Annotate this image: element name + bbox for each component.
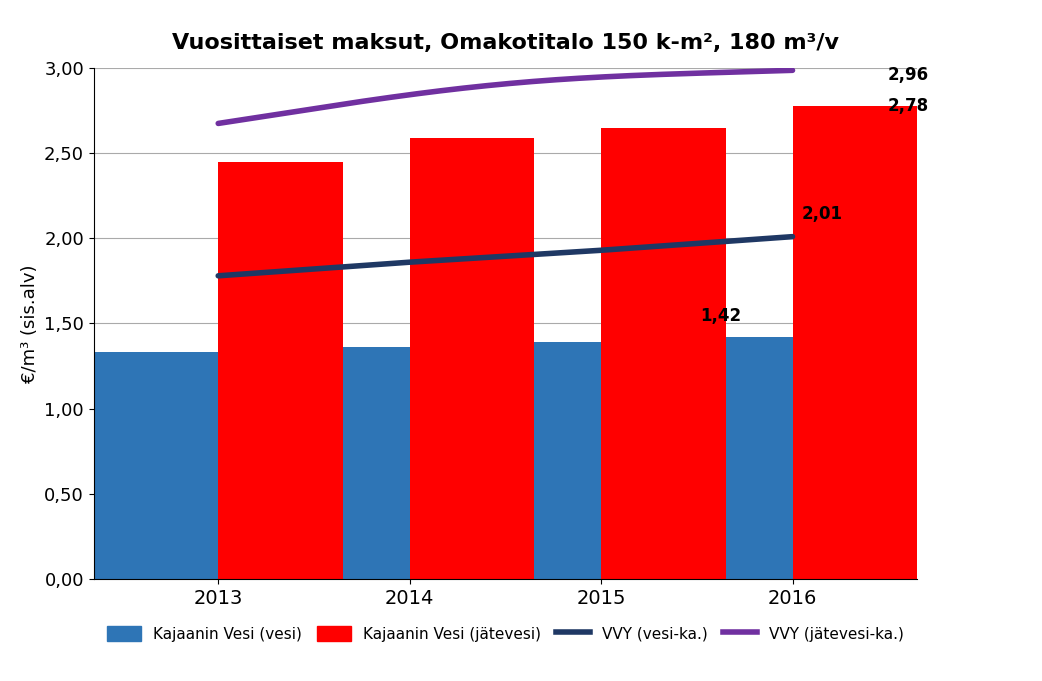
Bar — [286, 347, 410, 579]
Text: 2,78: 2,78 — [888, 97, 928, 114]
Bar — [410, 138, 535, 579]
Legend: Kajaanin Vesi (vesi), Kajaanin Vesi (jätevesi), VVY (vesi-ka.), VVY (jätevesi-ka: Kajaanin Vesi (vesi), Kajaanin Vesi (jät… — [101, 620, 910, 648]
Bar — [476, 343, 601, 579]
Bar — [668, 337, 793, 579]
Bar — [601, 128, 725, 579]
Text: 1,42: 1,42 — [700, 307, 741, 326]
Bar — [218, 162, 343, 579]
Bar — [793, 106, 917, 579]
Y-axis label: €/m³ (sis.alv): €/m³ (sis.alv) — [21, 264, 39, 383]
Title: Vuosittaiset maksut, Omakotitalo 150 k-m², 180 m³/v: Vuosittaiset maksut, Omakotitalo 150 k-m… — [172, 33, 839, 52]
Text: 2,96: 2,96 — [888, 66, 928, 84]
Bar — [94, 353, 218, 579]
Text: 2,01: 2,01 — [802, 205, 843, 223]
